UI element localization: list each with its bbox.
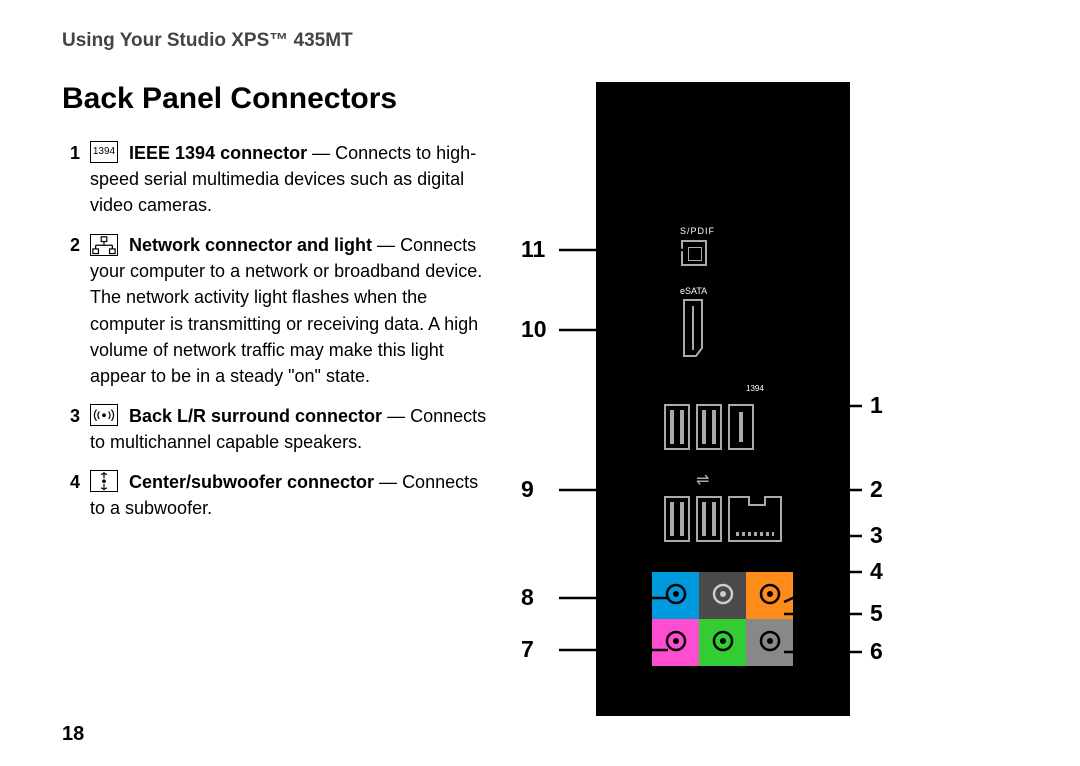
callout-number: 11 — [521, 236, 545, 263]
audio-jack-rear — [699, 572, 746, 619]
list-item: 3 Back L/R surround connector — Connects… — [62, 403, 492, 455]
audio-jack-lineout — [699, 619, 746, 666]
item-description: 1394 IEEE 1394 connector — Connects to h… — [90, 140, 492, 218]
subwoofer-icon — [90, 470, 118, 492]
item-bold: IEEE 1394 connector — [129, 143, 307, 163]
callout-number: 1 — [870, 392, 883, 419]
audio-jack-mic — [652, 619, 699, 666]
usb-symbol-icon: ⇌ — [696, 470, 709, 490]
sep: — — [372, 235, 400, 255]
item-number: 4 — [62, 469, 90, 521]
esata-label: eSATA — [680, 286, 707, 296]
firewire-label: 1394 — [746, 384, 764, 393]
usb-port — [696, 496, 722, 542]
list-item: 2 Network connector and light — Connects… — [62, 232, 492, 389]
callout-number: 6 — [870, 638, 883, 665]
audio-jack-linein — [746, 619, 793, 666]
ieee1394-icon: 1394 — [90, 141, 118, 163]
item-number: 2 — [62, 232, 90, 389]
callout-number: 4 — [870, 558, 883, 585]
sep: — — [382, 406, 410, 426]
callout-number: 8 — [521, 584, 534, 611]
usb-row-2 — [664, 496, 782, 542]
usb-port — [664, 404, 690, 450]
item-description: Back L/R surround connector — Connects t… — [90, 403, 492, 455]
firewire-port — [728, 404, 754, 450]
callout-number: 9 — [521, 476, 534, 503]
callout-number: 5 — [870, 600, 883, 627]
connector-list: 1 1394 IEEE 1394 connector — Connects to… — [62, 140, 492, 535]
usb-row-1 — [664, 404, 754, 450]
list-item: 4 Center/subwoofer connector — Connects … — [62, 469, 492, 521]
page-title: Back Panel Connectors — [62, 82, 397, 116]
network-icon — [90, 234, 118, 256]
network-port — [728, 496, 782, 542]
audio-jack-side — [652, 572, 699, 619]
item-bold: Center/subwoofer connector — [129, 472, 374, 492]
callout-number: 10 — [521, 316, 547, 343]
esata-port — [680, 298, 706, 358]
section-header: Using Your Studio XPS™ 435MT — [62, 30, 353, 52]
surround-icon — [90, 404, 118, 426]
item-bold: Back L/R surround connector — [129, 406, 382, 426]
usb-port — [664, 496, 690, 542]
spdif-port — [681, 240, 707, 266]
callout-number: 7 — [521, 636, 534, 663]
audio-jack-grid — [652, 572, 793, 666]
item-description: Network connector and light — Connects y… — [90, 232, 492, 389]
audio-jack-center — [746, 572, 793, 619]
callout-number: 3 — [870, 522, 883, 549]
list-item: 1 1394 IEEE 1394 connector — Connects to… — [62, 140, 492, 218]
back-panel-diagram: S/PDIF eSATA 1394 ⇌ — [596, 82, 850, 716]
item-description: Center/subwoofer connector — Connects to… — [90, 469, 492, 521]
item-bold: Network connector and light — [129, 235, 372, 255]
sep: — — [307, 143, 335, 163]
usb-port — [696, 404, 722, 450]
item-number: 1 — [62, 140, 90, 218]
item-text: Connects your computer to a network or b… — [90, 235, 482, 385]
item-number: 3 — [62, 403, 90, 455]
callout-number: 2 — [870, 476, 883, 503]
page-number: 18 — [62, 723, 84, 746]
spdif-label: S/PDIF — [680, 226, 715, 236]
sep: — — [374, 472, 402, 492]
